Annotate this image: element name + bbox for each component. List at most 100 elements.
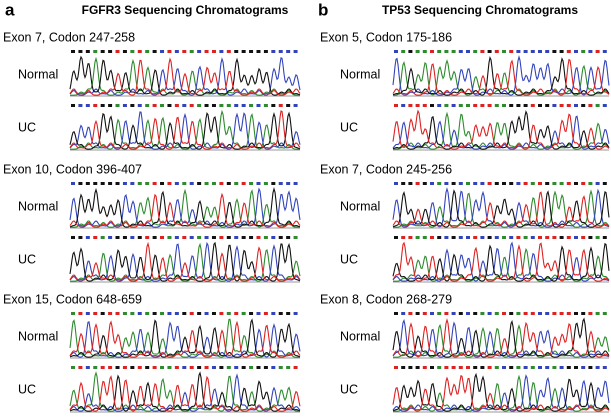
base-call	[401, 236, 406, 239]
chromatogram	[392, 366, 610, 413]
base-call	[444, 182, 449, 185]
base-call	[271, 182, 276, 185]
base-call	[211, 104, 216, 107]
base-call	[189, 182, 194, 185]
base-call	[197, 366, 202, 369]
base-call	[286, 104, 291, 107]
base-call	[256, 236, 261, 239]
base-call	[85, 366, 90, 369]
base-call	[137, 50, 142, 53]
base-call	[466, 236, 470, 239]
base-call	[552, 182, 557, 185]
base-call	[394, 366, 398, 369]
base-call	[430, 50, 434, 53]
base-call	[241, 50, 246, 53]
base-call	[394, 104, 398, 107]
base-call	[78, 104, 83, 107]
base-call	[509, 104, 514, 107]
base-call	[487, 182, 492, 185]
base-call	[249, 104, 254, 107]
base-call	[509, 366, 514, 369]
base-call	[516, 182, 521, 185]
base-call	[530, 50, 535, 53]
base-call	[189, 50, 194, 53]
base-call	[100, 312, 105, 315]
base-call	[444, 104, 449, 107]
base-call	[422, 104, 427, 107]
trace	[392, 58, 610, 96]
base-call	[167, 366, 172, 369]
base-call	[211, 366, 216, 369]
base-call	[293, 50, 298, 53]
base-call	[437, 182, 442, 185]
base-call	[226, 312, 231, 315]
panel-letter: a	[5, 0, 15, 19]
base-call	[559, 236, 564, 239]
base-call	[263, 104, 268, 107]
base-call	[100, 50, 105, 53]
base-call	[249, 182, 254, 185]
base-call	[394, 182, 398, 185]
base-call	[480, 236, 485, 239]
base-call	[197, 50, 202, 53]
base-call	[545, 312, 550, 315]
base-call	[523, 104, 528, 107]
base-call	[430, 312, 434, 315]
trace	[392, 374, 610, 412]
base-call	[78, 236, 83, 239]
chromatogram	[392, 50, 610, 97]
base-call	[530, 236, 535, 239]
base-call	[71, 50, 75, 53]
base-call	[71, 236, 75, 239]
base-call	[234, 312, 239, 315]
trace	[393, 247, 610, 282]
base-call	[293, 236, 298, 239]
trace	[392, 55, 610, 96]
base-call	[552, 312, 557, 315]
base-call	[473, 312, 478, 315]
base-call	[574, 366, 578, 369]
base-call	[271, 236, 276, 239]
base-call	[487, 104, 492, 107]
base-call	[538, 182, 542, 185]
base-call	[523, 366, 528, 369]
base-call	[174, 312, 179, 315]
base-call	[444, 236, 449, 239]
base-call	[130, 312, 135, 315]
trace	[69, 192, 301, 228]
base-call	[466, 182, 470, 185]
base-call	[538, 236, 542, 239]
base-call	[502, 104, 506, 107]
base-call	[466, 366, 470, 369]
base-call	[401, 312, 406, 315]
base-call	[249, 366, 254, 369]
trace	[69, 241, 301, 282]
base-call	[595, 312, 600, 315]
trace	[69, 187, 301, 228]
trace	[393, 111, 610, 150]
base-call	[219, 312, 224, 315]
base-call	[566, 312, 571, 315]
base-call	[494, 182, 499, 185]
base-call	[437, 104, 442, 107]
base-call	[189, 104, 194, 107]
base-call	[263, 312, 268, 315]
base-call	[115, 312, 120, 315]
base-call	[241, 312, 246, 315]
base-call	[588, 236, 593, 239]
base-call	[480, 104, 485, 107]
base-call	[226, 182, 231, 185]
base-call	[602, 182, 607, 185]
base-call	[444, 312, 449, 315]
base-call	[160, 182, 165, 185]
trace	[69, 57, 301, 96]
base-call	[574, 104, 578, 107]
base-call	[466, 312, 470, 315]
exon-label: Exon 7, Codon 245-256	[320, 162, 452, 176]
base-call	[256, 104, 261, 107]
base-call	[293, 312, 298, 315]
base-call	[545, 236, 550, 239]
trace	[69, 55, 301, 96]
base-call	[458, 236, 463, 239]
base-call	[401, 366, 406, 369]
